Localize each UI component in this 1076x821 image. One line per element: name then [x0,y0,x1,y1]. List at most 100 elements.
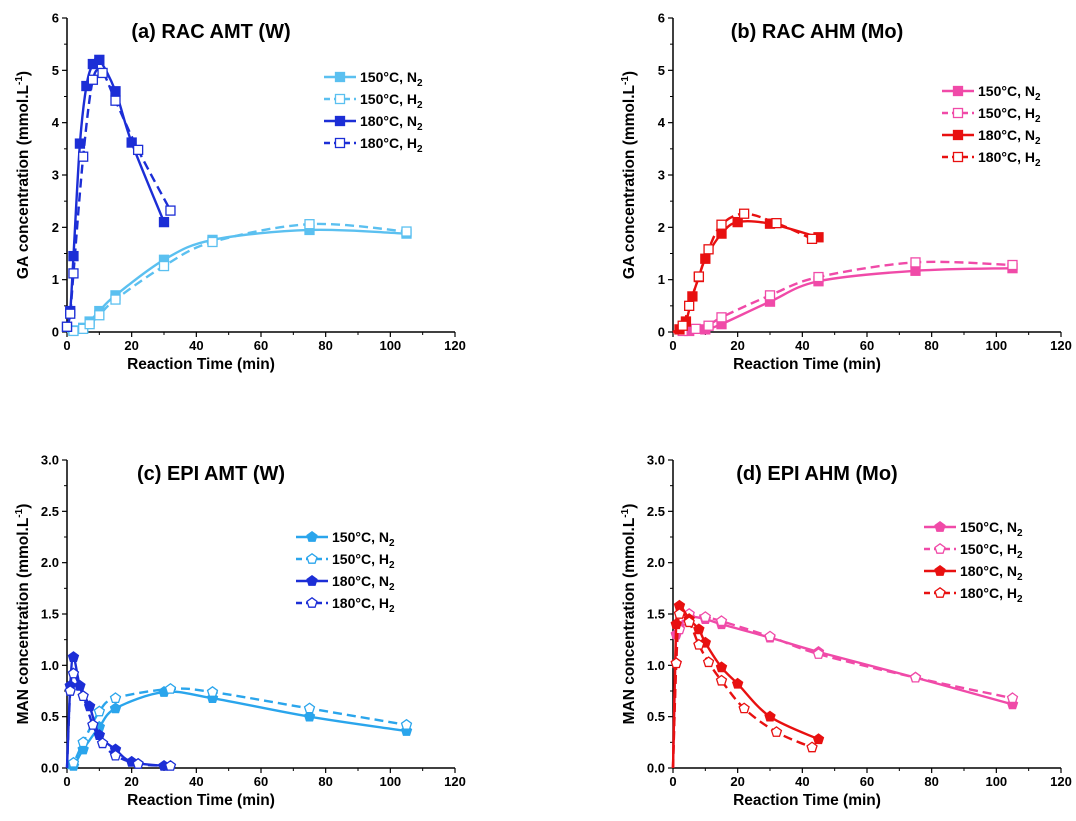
series-3 [64,667,177,771]
data-point [68,268,79,279]
y-tick-label: 2 [52,220,59,235]
x-tick-label: 0 [63,774,70,789]
x-tick-label: 80 [924,774,938,789]
x-tick-label: 100 [379,774,401,789]
x-tick-label: 80 [318,338,332,353]
data-point [690,323,701,335]
data-point [67,651,80,662]
x-tick-label: 60 [254,774,268,789]
data-point [109,702,122,714]
data-point [812,648,825,659]
data-point [715,661,728,673]
data-point [61,321,73,332]
data-point [684,300,695,311]
y-tick-label: 0 [52,325,59,340]
y-tick-label: 3.0 [41,453,59,468]
legend-label-sub: 2 [1035,92,1041,103]
legend-label-main: 150°C, N [332,529,389,545]
legend-label: 180°C, N2 [960,563,1023,583]
data-point [683,616,695,628]
y-tick-label: 0.5 [647,709,665,724]
x-tick-label: 40 [795,774,809,789]
data-point [87,718,99,730]
data-point [910,257,921,268]
data-point [84,318,95,330]
data-point [77,736,89,748]
legend-label: 150°C, H2 [360,91,423,111]
y-tick-label: 5 [658,63,665,78]
legend-label-main: 150°C, N [360,69,417,85]
chart-title: (c) EPI AMT (W) [137,463,285,485]
x-tick-label: 0 [669,338,676,353]
chart-title: (a) RAC AMT (W) [131,21,290,43]
legend-label-sub: 2 [417,122,423,133]
legend-label-sub: 2 [1017,572,1023,583]
legend-label-sub: 2 [417,144,423,155]
data-point [702,656,715,668]
legend-label-main: 150°C, H [978,105,1035,121]
data-point [67,756,80,768]
x-tick-label: 60 [860,338,874,353]
x-axis-title: Reaction Time (min) [733,356,881,373]
data-point [716,219,727,230]
data-point [93,705,106,717]
legend-label: 150°C, N2 [960,519,1023,539]
y-tick-label: 6 [52,11,59,26]
series-line [671,610,813,769]
legend-marker [334,71,346,83]
legend-label-main: 150°C, H [332,551,389,567]
data-point [770,726,783,737]
data-point [693,638,705,650]
data-point [96,737,109,749]
legend-label: 150°C, H2 [960,541,1023,561]
y-tick-label: 4 [658,115,666,130]
series-line [671,615,1013,769]
y-tick-label: 3 [52,168,59,183]
legend-marker [934,542,946,554]
legend-label: 180°C, H2 [978,149,1041,169]
legend-label: 180°C, H2 [960,585,1023,605]
data-point [693,623,705,635]
x-tick-label: 0 [669,774,676,789]
series-line [65,672,171,769]
x-tick-label: 120 [444,774,466,789]
x-tick-label: 20 [124,774,138,789]
series-1 [66,219,412,337]
y-axis-title-close: ) [621,504,638,509]
data-point [67,667,80,679]
legend-marker [934,586,946,598]
legend-label-sub: 2 [1035,158,1041,169]
data-point [764,290,776,301]
data-point [771,217,782,229]
legend-label: 180°C, N2 [360,113,423,133]
y-axis-title: MAN concentration (mmol.L-1) [14,504,32,725]
legend-label-main: 150°C, H [360,91,417,107]
legend-label-sub: 2 [1017,528,1023,539]
data-point [1006,692,1019,704]
y-axis-title-main: MAN concentration (mmol.L [15,518,32,725]
data-point [158,216,170,228]
legend-label: 150°C, N2 [360,69,423,89]
data-point [699,611,712,622]
legend-label-main: 180°C, H [360,135,417,151]
y-axis-title-main: GA concentration (mmol.L [15,85,32,279]
data-point [74,138,86,149]
y-axis-title-close: ) [15,504,32,509]
y-tick-label: 2.5 [41,504,59,519]
data-point [715,674,728,686]
legend-marker [952,107,964,119]
y-axis-title: GA concentration (mmol.L-1) [14,71,32,279]
data-point [910,265,921,276]
data-point [738,208,750,219]
legend-label: 150°C, H2 [978,105,1041,125]
data-point [716,312,727,323]
x-tick-label: 120 [444,338,466,353]
legend-label-sub: 2 [417,100,423,111]
data-point [715,615,728,627]
data-point [132,144,144,156]
data-point [206,686,219,697]
data-point [401,226,412,237]
x-tick-label: 100 [985,774,1007,789]
